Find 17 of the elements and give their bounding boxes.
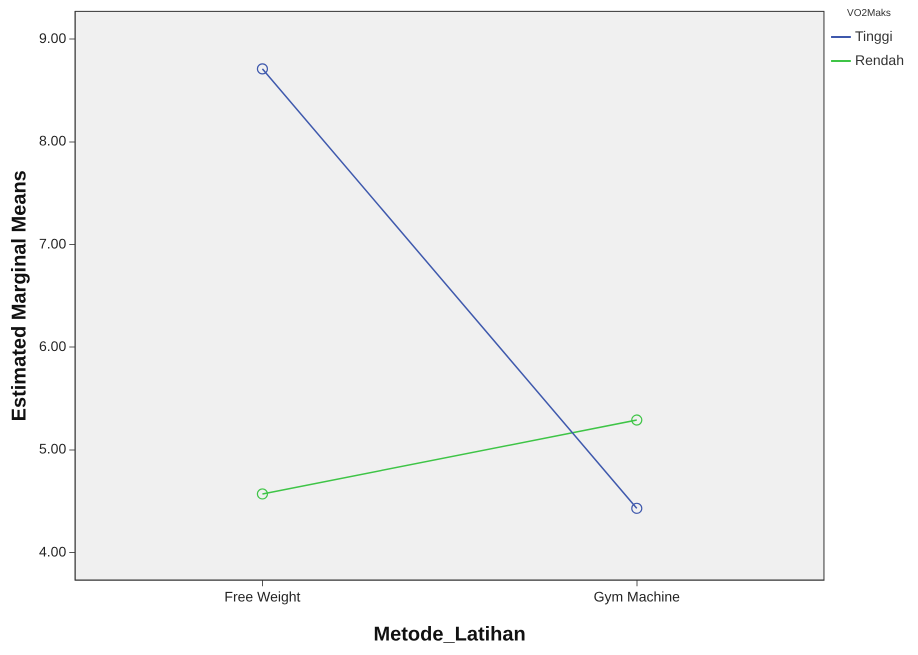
point <box>256 488 268 500</box>
legend-title: VO2Maks <box>847 8 891 19</box>
y-tick-label: 8.00 <box>39 132 66 149</box>
x-tick-label: Gym Machine <box>594 588 680 604</box>
point <box>631 414 642 426</box>
legend-label: Tinggi <box>854 28 893 44</box>
point <box>256 63 268 74</box>
y-tick-label: 9.00 <box>39 30 66 46</box>
x-tick-label: Free Weight <box>224 588 301 604</box>
y-axis-title: Estimated Marginal Means <box>8 170 31 422</box>
y-tick-label: 5.00 <box>39 440 66 457</box>
y-tick-label: 4.00 <box>39 543 66 560</box>
x-axis-title: Metode_Latihan <box>373 624 526 646</box>
point <box>631 502 642 514</box>
y-tick-label: 6.00 <box>39 338 66 354</box>
y-tick-label: 7.00 <box>39 235 66 252</box>
legend-label: Rendah <box>854 52 904 68</box>
